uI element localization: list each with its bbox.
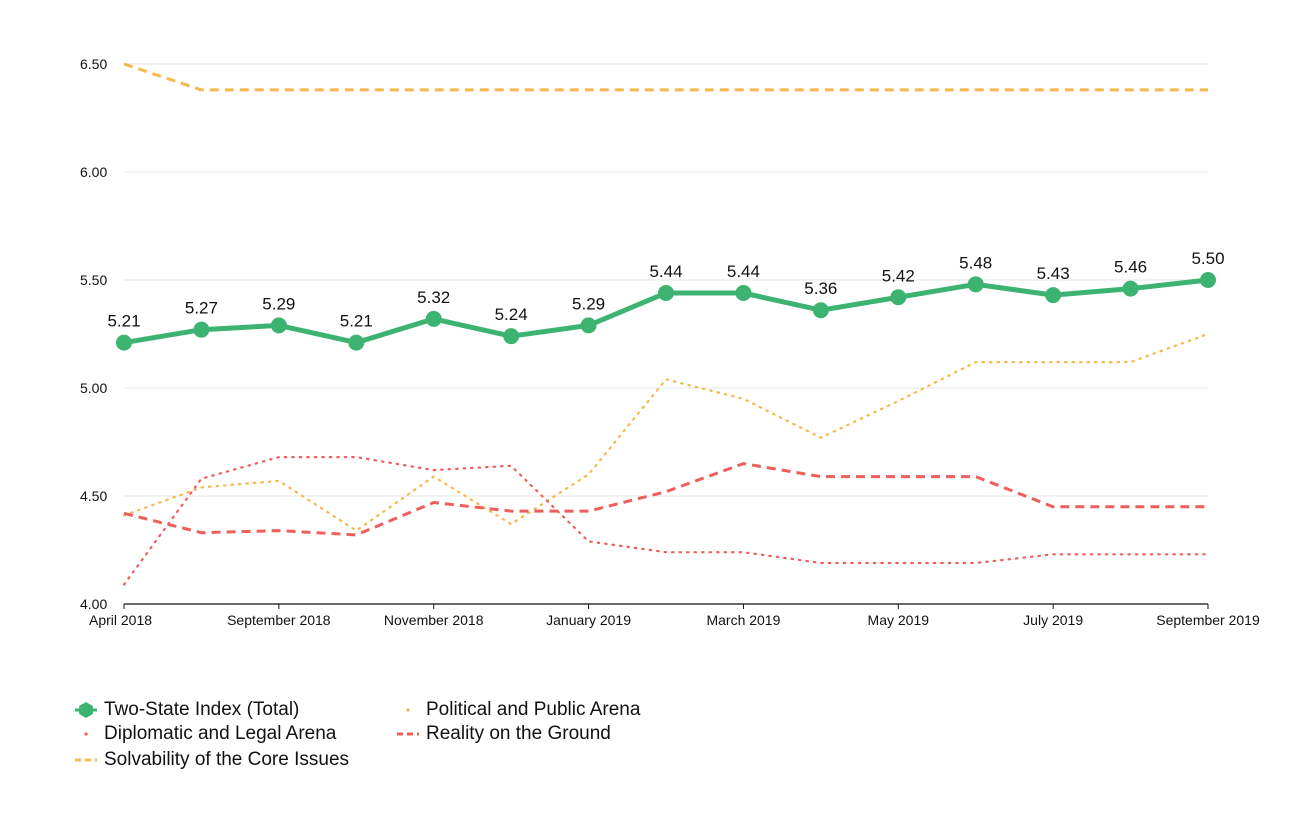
data-label: 5.46 [1114, 258, 1147, 277]
x-tick-label: March 2019 [706, 612, 780, 628]
data-point [1045, 287, 1062, 304]
legend-item-political-public[interactable]: Political and Public Arena [396, 698, 640, 722]
x-tick-label: September 2019 [1156, 612, 1260, 628]
data-point [1122, 280, 1139, 297]
data-label: 5.44 [727, 262, 760, 281]
legend-item-two-state-index[interactable]: Two-State Index (Total) [74, 698, 299, 722]
legend-label: Political and Public Arena [426, 699, 641, 720]
data-point [890, 289, 907, 306]
data-markers [116, 272, 1216, 351]
data-label: 5.42 [882, 266, 915, 285]
legend-label: Two-State Index (Total) [104, 699, 300, 720]
data-label: 5.43 [1037, 264, 1070, 283]
data-label: 5.48 [959, 253, 992, 272]
data-point [580, 317, 597, 334]
data-label: 5.32 [417, 288, 450, 307]
legend-item-solvability[interactable]: Solvability of the Core Issues [74, 748, 349, 772]
series-line-3 [122, 332, 1210, 532]
dot-icon [406, 708, 410, 712]
dashed-line-icon [75, 758, 97, 762]
data-point [116, 334, 132, 351]
data-point [348, 334, 365, 351]
x-tick-label: July 2019 [1023, 612, 1083, 628]
legend-label: Reality on the Ground [426, 723, 611, 744]
filled-circle-icon [75, 702, 97, 718]
series-line-1 [122, 456, 1210, 586]
dashed-line-icon [397, 732, 419, 736]
y-tick-label: 4.50 [80, 488, 107, 504]
data-label: 5.21 [340, 312, 373, 331]
y-tick-label: 4.00 [80, 596, 107, 612]
data-label: 5.24 [495, 305, 528, 324]
data-point [1200, 272, 1216, 288]
data-point [503, 328, 520, 345]
data-point [658, 284, 674, 301]
legend-item-reality-ground[interactable]: Reality on the Ground [396, 722, 611, 746]
data-point [812, 302, 829, 319]
y-tick-label: 6.00 [80, 164, 107, 180]
chart: 4.00 4.50 5.00 5.50 6.00 6.50 April 2018 Septem… [80, 56, 1260, 628]
axes: 4.00 4.50 5.00 5.50 6.00 6.50 April 2018 Septem… [80, 56, 1260, 628]
legend: Two-State Index (Total) Diplomatic and L… [74, 698, 774, 778]
data-point [425, 310, 442, 327]
series-line-2 [123, 62, 1208, 92]
y-tick-label: 5.50 [80, 272, 107, 288]
data-label: 5.29 [572, 294, 605, 313]
data-label: 5.27 [185, 299, 218, 318]
data-label: 5.44 [649, 262, 682, 281]
x-tick-label: November 2018 [384, 612, 484, 628]
data-point [270, 317, 287, 334]
data-point [193, 321, 210, 338]
series-line-4 [123, 462, 1208, 537]
data-labels: 5.21 5.27 5.29 5.21 5.32 5.24 5.29 5.44 5.44 5.36… [107, 249, 1224, 331]
x-tick-label: September 2018 [227, 612, 331, 628]
legend-label: Solvability of the Core Issues [104, 749, 350, 770]
data-label: 5.21 [107, 312, 140, 331]
y-tick-label: 6.50 [80, 56, 107, 72]
y-tick-label: 5.00 [80, 380, 107, 396]
data-label: 5.29 [262, 294, 295, 313]
data-point [967, 276, 984, 293]
gridlines [124, 63, 1208, 497]
legend-item-diplomatic-legal[interactable]: Diplomatic and Legal Arena [74, 722, 336, 746]
x-tick-label: May 2019 [868, 612, 930, 628]
legend-label: Diplomatic and Legal Arena [104, 723, 337, 744]
x-tick-label: January 2019 [546, 612, 631, 628]
data-label: 5.36 [804, 279, 837, 298]
data-point [735, 284, 752, 301]
dot-icon [84, 732, 88, 736]
data-label: 5.50 [1191, 249, 1224, 268]
x-tick-label: April 2018 [89, 612, 152, 628]
